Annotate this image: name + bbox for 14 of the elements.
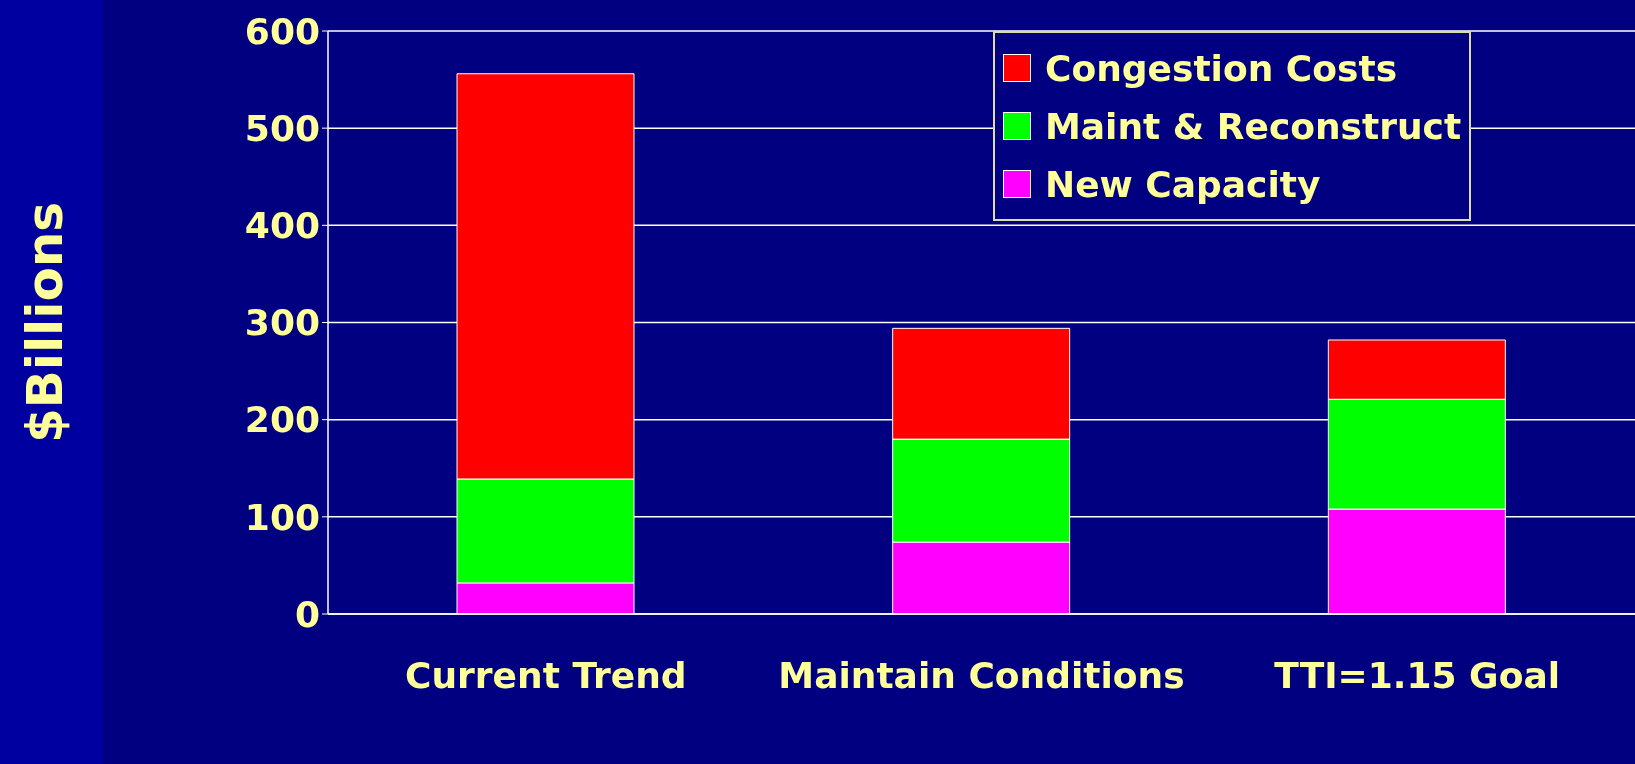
y-tick-label: 200 (244, 399, 320, 441)
x-tick-label: TTI=1.15 Goal (1274, 654, 1561, 696)
y-tick-label: 400 (244, 205, 320, 247)
y-tick-label: 300 (244, 302, 320, 344)
y-tick-label: 500 (244, 107, 320, 149)
legend-label: Maint & Reconstruct (1044, 104, 1462, 149)
y-tick-label: 0 (294, 593, 320, 635)
y-axis-title: $Billions (16, 201, 74, 444)
legend-label: Congestion Costs (1044, 46, 1399, 91)
legend-label: New Capacity (1044, 162, 1322, 207)
x-tick-label: Maintain Conditions (778, 654, 1185, 696)
y-tick-label: 100 (244, 496, 320, 538)
x-tick-label: Current Trend (405, 654, 687, 696)
y-tick-label: 600 (244, 10, 320, 52)
